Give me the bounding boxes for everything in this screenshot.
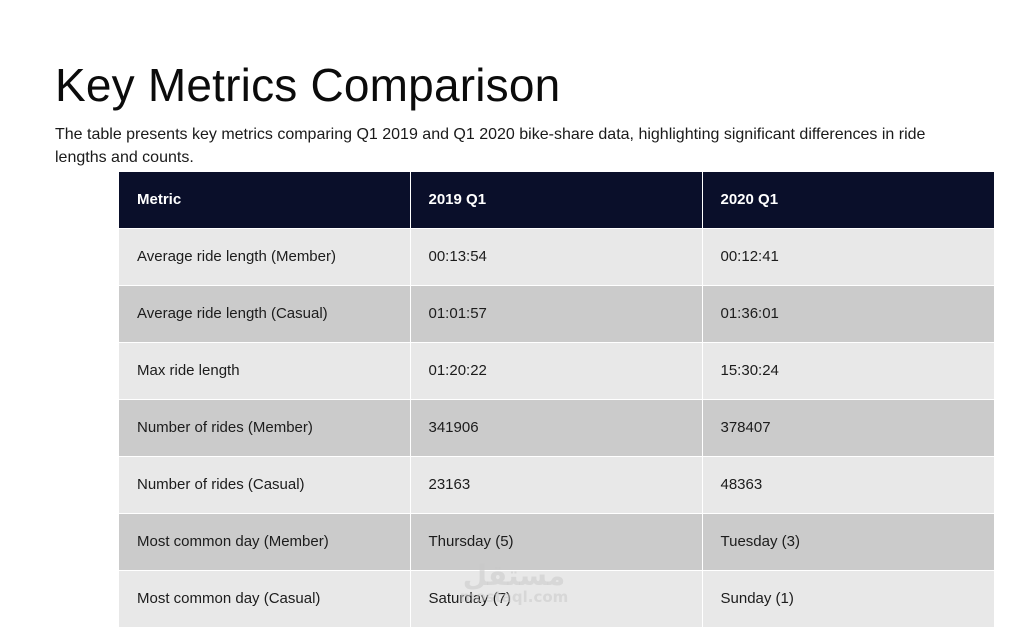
table-header: Metric 2019 Q1 2020 Q1 bbox=[119, 172, 994, 228]
value-2020-cell: Sunday (1) bbox=[702, 569, 994, 627]
metric-cell: Number of rides (Member) bbox=[119, 398, 411, 456]
table-row: Number of rides (Member) 341906 378407 bbox=[119, 398, 994, 456]
metrics-table: Metric 2019 Q1 2020 Q1 Average ride leng… bbox=[119, 172, 994, 627]
table-row: Number of rides (Casual) 23163 48363 bbox=[119, 455, 994, 513]
value-2020-cell: 378407 bbox=[702, 398, 994, 456]
value-2020-cell: 00:12:41 bbox=[702, 227, 994, 285]
metric-cell: Number of rides (Casual) bbox=[119, 455, 411, 513]
header-metric: Metric bbox=[119, 172, 411, 228]
value-2019-cell: 01:20:22 bbox=[410, 341, 703, 399]
value-2019-cell: 341906 bbox=[410, 398, 703, 456]
page-description: The table presents key metrics comparing… bbox=[55, 126, 926, 166]
header-2019-q1: 2019 Q1 bbox=[410, 172, 703, 228]
page-title: Key Metrics Comparison bbox=[55, 58, 561, 111]
metric-cell: Most common day (Casual) bbox=[119, 569, 411, 627]
header-2020-q1: 2020 Q1 bbox=[702, 172, 994, 228]
metrics-table-container: Metric 2019 Q1 2020 Q1 Average ride leng… bbox=[119, 172, 994, 627]
value-2020-cell: 48363 bbox=[702, 455, 994, 513]
value-2020-cell: Tuesday (3) bbox=[702, 512, 994, 570]
table-body: Average ride length (Member) 00:13:54 00… bbox=[119, 227, 994, 627]
value-2020-cell: 01:36:01 bbox=[702, 284, 994, 342]
metric-cell: Max ride length bbox=[119, 341, 411, 399]
metric-cell: Most common day (Member) bbox=[119, 512, 411, 570]
value-2019-cell: Thursday (5) bbox=[410, 512, 703, 570]
table-row: Most common day (Member) Thursday (5) Tu… bbox=[119, 512, 994, 570]
header-row: Metric 2019 Q1 2020 Q1 bbox=[119, 172, 994, 228]
table-row: Most common day (Casual) Saturday (7) Su… bbox=[119, 569, 994, 627]
table-row: Average ride length (Casual) 01:01:57 01… bbox=[119, 284, 994, 342]
value-2019-cell: Saturday (7) bbox=[410, 569, 703, 627]
value-2019-cell: 23163 bbox=[410, 455, 703, 513]
value-2019-cell: 00:13:54 bbox=[410, 227, 703, 285]
table-row: Max ride length 01:20:22 15:30:24 bbox=[119, 341, 994, 399]
value-2019-cell: 01:01:57 bbox=[410, 284, 703, 342]
table-row: Average ride length (Member) 00:13:54 00… bbox=[119, 227, 994, 285]
value-2020-cell: 15:30:24 bbox=[702, 341, 994, 399]
metric-cell: Average ride length (Member) bbox=[119, 227, 411, 285]
metric-cell: Average ride length (Casual) bbox=[119, 284, 411, 342]
